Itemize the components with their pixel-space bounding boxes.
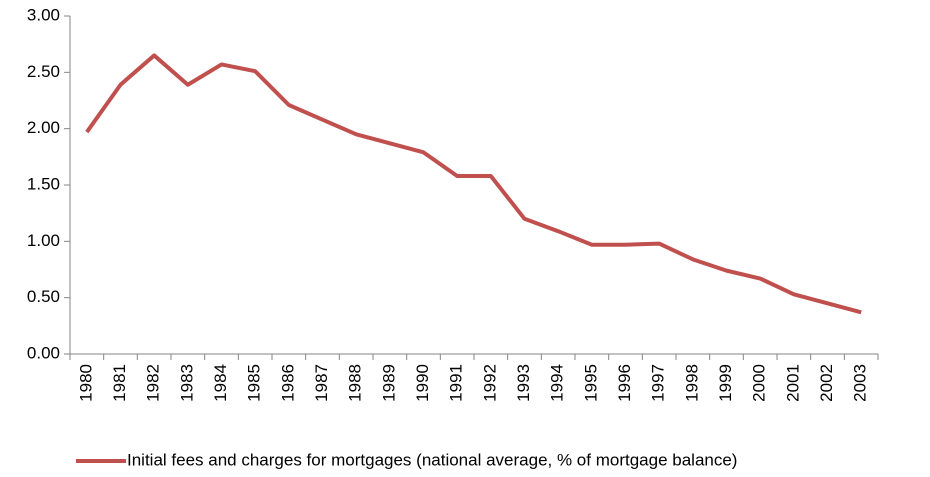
x-tick-label: 1982 [144,364,163,402]
x-tick-label: 1991 [447,364,466,402]
x-tick-label: 2002 [817,364,836,402]
y-tick-label: 1.00 [27,231,60,250]
x-tick-label: 1990 [413,364,432,402]
x-tick-label: 2000 [750,364,769,402]
x-tick-label: 1992 [480,364,499,402]
y-tick-label: 3.00 [27,5,60,24]
x-tick-label: 1994 [548,364,567,402]
x-tick-label: 1981 [110,364,129,402]
legend-label: Initial fees and charges for mortgages (… [127,450,737,469]
x-tick-label: 1996 [615,364,634,402]
x-tick-label: 1997 [649,364,668,402]
x-tick-label: 1989 [379,364,398,402]
y-tick-label: 2.00 [27,118,60,137]
x-tick-label: 1986 [278,364,297,402]
y-tick-label: 1.50 [27,174,60,193]
line [85,53,862,315]
x-tick-label: 1999 [716,364,735,402]
y-tick-label: 0.50 [27,287,60,306]
y-tick-label: 2.50 [27,62,60,81]
x-tick-label: 2003 [851,364,870,402]
x-tick-label: 1980 [76,364,95,402]
x-tick-label: 1987 [312,364,331,402]
x-tick-label: 1985 [245,364,264,402]
x-tick-label: 1998 [682,364,701,402]
x-tick-label: 1995 [581,364,600,402]
y-tick-label: 0.00 [27,343,60,362]
x-tick-label: 2001 [783,364,802,402]
x-tick-label: 1983 [177,364,196,402]
x-tick-label: 1984 [211,364,230,402]
x-tick-label: 1988 [346,364,365,402]
x-tick-label: 1993 [514,364,533,402]
